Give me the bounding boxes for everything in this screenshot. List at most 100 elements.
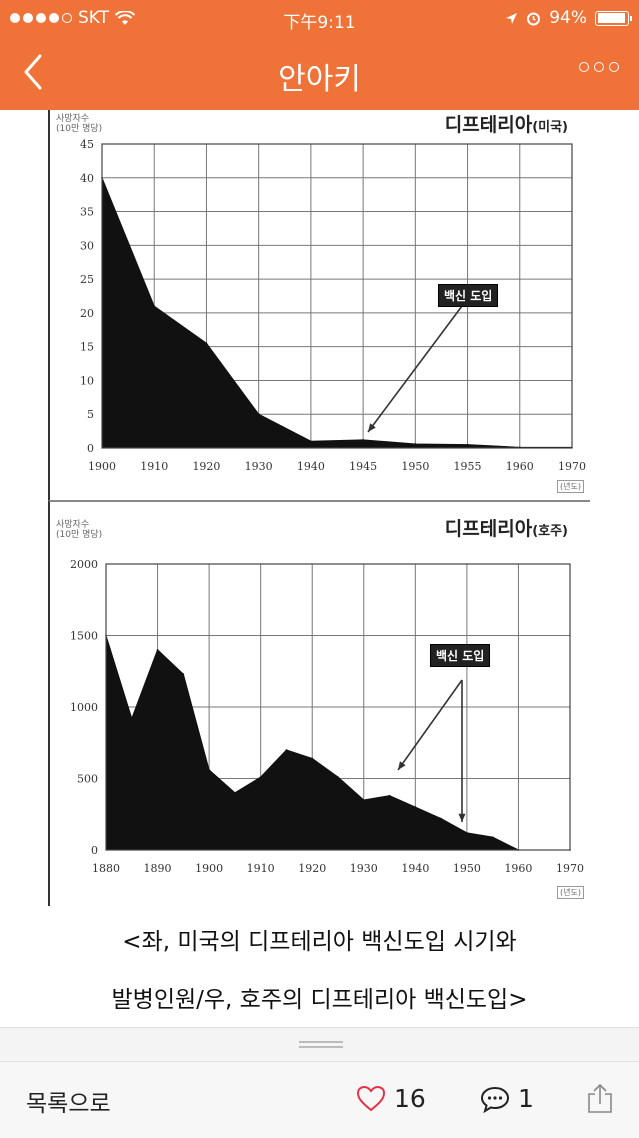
caption-line-2: 발병인원/우, 호주의 디프테리아 백신도입> — [111, 987, 528, 1013]
chart-australia-data-point — [156, 649, 159, 651]
chart-usa-ytick-label: 0 — [87, 442, 94, 455]
chart-australia-data-point — [466, 832, 468, 834]
alarm-icon — [527, 12, 541, 25]
chart-australia-arrow-head — [458, 813, 466, 822]
chart-australia-data-point — [362, 799, 365, 801]
chart-usa-xtick-label: 1930 — [245, 460, 273, 473]
chart-usa-ytick-label: 35 — [80, 206, 94, 219]
battery-percent: 94% — [549, 8, 587, 28]
chart-usa-ytick-label: 30 — [80, 239, 94, 252]
status-bar: SKT 下午9:11 94% — [0, 0, 639, 36]
chart-usa: 사망자수 (10만 명당) 디프테리아(미국) 0 5 10 15 20 25 30 35 40 4… — [48, 110, 590, 500]
chart-australia-data-point — [491, 836, 494, 838]
chart-australia-data-point — [208, 769, 210, 771]
carrier-label: SKT — [78, 8, 110, 28]
chevron-left-icon[interactable] — [18, 50, 58, 94]
chart-australia-data-point — [130, 717, 133, 720]
chart-usa-ylabel: 사망자수 (10만 명당) — [56, 114, 103, 134]
chart-usa-ytick-label: 25 — [80, 273, 94, 286]
chart-usa-title: 디프테리아(미국) — [445, 110, 568, 137]
comment-button[interactable]: 1 — [480, 1084, 534, 1113]
chart-australia-xtick-label: 1890 — [144, 862, 172, 875]
chart-usa-ytick-label: 20 — [80, 307, 94, 320]
back-to-list-button[interactable]: 목록으로 — [26, 1091, 111, 1117]
wifi-icon — [115, 10, 136, 25]
status-right: 94% — [505, 8, 632, 28]
like-button[interactable]: 16 — [356, 1084, 426, 1113]
bottom-toolbar: 목록으로 16 1 — [0, 1062, 639, 1138]
post-content: 사망자수 (10만 명당) 디프테리아(미국) 0 5 10 15 20 25 30 35 40 4… — [0, 110, 639, 1027]
chart-usa-xunit: (년도) — [557, 480, 584, 493]
chart-usa-xtick-label: 1945 — [349, 460, 377, 473]
chart-australia-xtick-label: 1930 — [350, 862, 378, 875]
heart-icon — [356, 1085, 386, 1112]
chart-usa-ytick-label: 5 — [87, 408, 94, 421]
chart-usa-ytick-label: 40 — [80, 172, 94, 185]
chart-australia-data-point — [182, 673, 185, 675]
chart-australia-ytick-label: 500 — [77, 773, 98, 786]
comment-count: 1 — [518, 1084, 534, 1113]
drag-handle-icon[interactable] — [299, 1041, 343, 1048]
chart-australia-data-point — [388, 794, 391, 797]
chart-australia-xtick-label: 1950 — [453, 862, 481, 875]
chart-usa-ytick-label: 15 — [80, 341, 94, 354]
chart-australia-arrow-head — [398, 761, 406, 770]
chart-australia-data-point — [285, 749, 288, 751]
chart-australia-ytick-label: 2000 — [70, 558, 98, 571]
chart-australia-title-main: 디프테리아 — [444, 518, 533, 540]
nav-bar: 안아키 — [0, 36, 639, 110]
chart-australia-ylabel: 사망자수 (10만 명당) — [56, 520, 103, 540]
chart-usa-xtick-label: 1955 — [454, 460, 482, 473]
chart-australia-data-point — [337, 776, 339, 778]
status-left: SKT — [10, 8, 136, 28]
chart-usa-arrow-line — [367, 305, 463, 433]
chart-australia-ytick-label: 1000 — [70, 701, 98, 714]
chart-australia-xtick-label: 1920 — [298, 862, 326, 875]
chart-usa-ytick-label: 10 — [80, 374, 94, 387]
chart-usa-xtick-label: 1900 — [88, 460, 116, 473]
comment-icon — [480, 1086, 510, 1113]
chart-australia-plot: 0 500 1000 1500 2000 1880 1890 1900 1910 1920 1930… — [70, 558, 584, 875]
chart-australia-plot-frame — [105, 563, 571, 851]
chart-usa-ytick-label: 45 — [80, 138, 94, 151]
chart-australia-arrow-line — [397, 679, 463, 771]
page-title: 안아키 — [278, 62, 361, 97]
chart-usa-annotation: 백신 도입 — [438, 284, 499, 307]
chart-usa-xtick-label: 1960 — [506, 460, 534, 473]
chart-usa-plot: 0 5 10 15 20 25 30 35 40 45 1900 1910 1920 1930 1940 19… — [80, 138, 586, 473]
chart-australia-xtick-label: 1910 — [247, 862, 275, 875]
chart-australia-title: 디프테리아(호주) — [445, 514, 568, 541]
chart-usa-data-point — [310, 440, 312, 443]
chart-usa-xtick-label: 1920 — [192, 460, 220, 473]
chart-usa-data-point — [205, 342, 208, 345]
chart-australia-xunit: (년도) — [557, 886, 584, 899]
chart-usa-data-point — [257, 413, 260, 416]
chart-usa-title-sub: (미국) — [532, 120, 568, 135]
chart-usa-data-point — [466, 443, 469, 446]
chart-australia-xtick-label: 1900 — [195, 862, 223, 875]
chart-australia-xtick-label: 1970 — [556, 862, 584, 875]
drag-divider[interactable] — [0, 1027, 639, 1062]
caption-line-1: <좌, 미국의 디프테리아 백신도입 시기와 — [122, 929, 517, 955]
chart-australia-ytick-label: 1500 — [70, 630, 98, 643]
chart-australia: 사망자수 (10만 명당) 디프테리아(호주) 0 500 1000 1500 2000 1… — [48, 500, 590, 906]
chart-australia-xtick-label: 1940 — [401, 862, 429, 875]
chart-usa-data-point — [362, 439, 364, 441]
chart-usa-xtick-label: 1950 — [401, 460, 429, 473]
more-dots-icon[interactable] — [579, 62, 619, 72]
chart-australia-xtick-label: 1960 — [504, 862, 532, 875]
chart-australia-data-point — [414, 806, 417, 808]
status-time: 下午9:11 — [283, 13, 356, 33]
chart-usa-title-main: 디프테리아 — [444, 114, 533, 136]
chart-australia-area-series — [105, 635, 570, 851]
chart-australia-data-point — [440, 817, 442, 820]
battery-icon — [595, 10, 632, 26]
chart-australia-data-point — [234, 792, 236, 794]
chart-usa-plot-frame — [101, 143, 573, 449]
chart-australia-annotation: 백신 도입 — [430, 644, 491, 667]
location-icon — [506, 12, 518, 24]
share-icon[interactable] — [586, 1082, 614, 1114]
chart-australia-xtick-label: 1880 — [92, 862, 120, 875]
chart-australia-title-sub: (호주) — [532, 524, 568, 539]
chart-usa-data-point — [414, 443, 417, 445]
